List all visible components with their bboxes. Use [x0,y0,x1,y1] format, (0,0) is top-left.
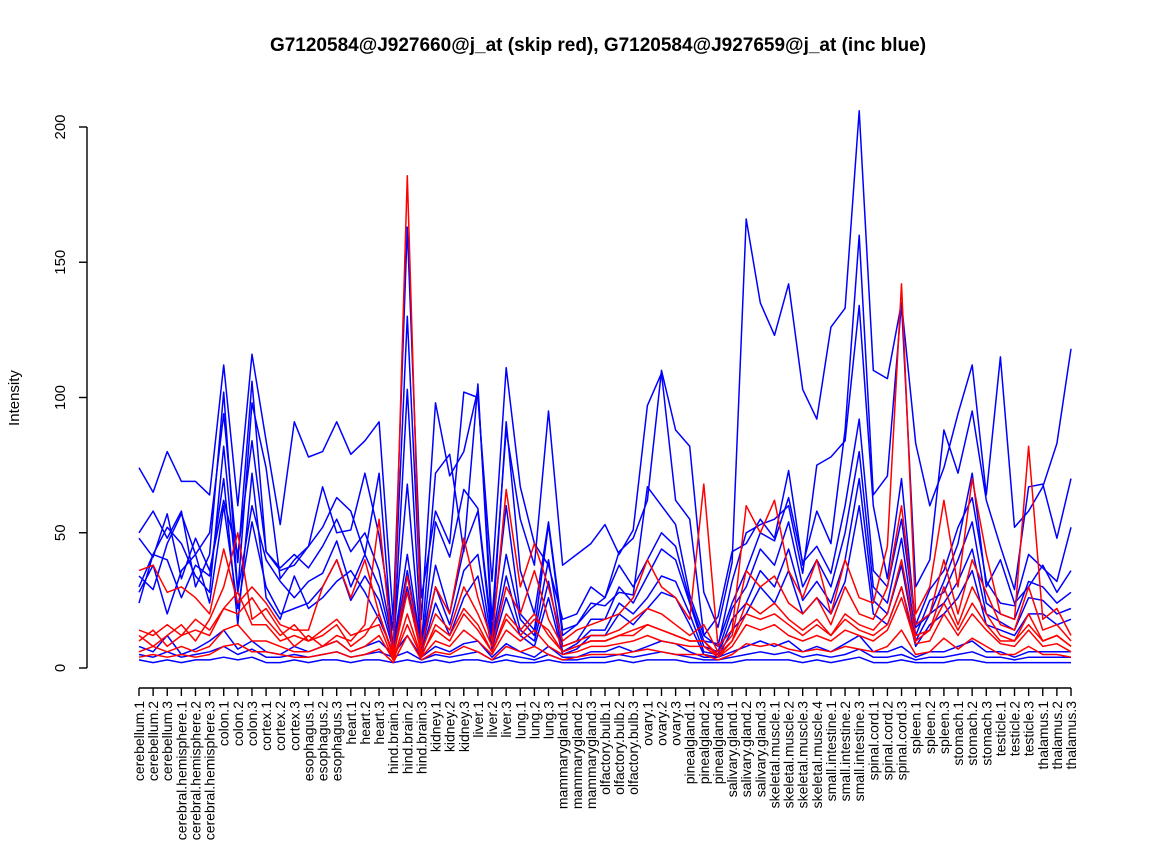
x-tick-label: heart.1 [343,701,359,745]
y-tick-label: 150 [52,250,69,275]
x-tick-label: cerebral.hemisphere.2 [187,701,203,841]
x-tick-label: cortex.1 [258,701,274,751]
x-tick-label: esophagus.1 [300,701,316,781]
x-tick-label: spinal.cord.2 [879,701,895,781]
x-tick-label: salivary.gland.3 [752,701,768,797]
x-tick-label: mammarygland.2 [569,701,585,809]
x-tick-label: lung.2 [526,701,542,739]
x-tick-label: kidney.3 [456,701,472,752]
x-tick-label: testicle.2 [1007,701,1023,756]
x-tick-label: spleen.1 [908,701,924,754]
x-tick-label: spinal.cord.3 [894,701,910,781]
x-tick-label: ovary.2 [653,701,669,746]
x-tick-label: esophagus.3 [329,701,345,781]
x-tick-label: esophagus.2 [315,701,331,781]
x-axis: cerebellum.1cerebellum.2cerebellum.3cere… [131,687,1079,841]
x-tick-label: salivary.gland.2 [738,701,754,797]
x-tick-label: skeletal.muscle.2 [781,701,797,809]
skip-series-line-11 [138,174,1072,656]
skip-series-line-15 [138,629,1072,664]
x-tick-label: colon.2 [230,701,246,746]
x-tick-label: colon.3 [244,701,260,746]
y-tick-label: 0 [52,664,69,672]
x-tick-label: small.intestine.1 [823,701,839,802]
x-tick-label: spleen.3 [936,701,952,754]
skip-series-line-14 [138,596,1072,661]
y-tick-label: 200 [52,114,69,139]
x-tick-label: kidney.1 [428,701,444,752]
x-tick-label: testicle.1 [992,701,1008,756]
y-tick-label: 50 [52,524,69,541]
x-tick-label: liver.1 [470,701,486,738]
x-tick-label: liver.2 [484,701,500,738]
x-tick-label: cerebellum.2 [145,701,161,781]
x-tick-label: mammarygland.1 [555,701,571,809]
x-tick-label: heart.2 [357,701,373,745]
x-tick-label: spleen.2 [922,701,938,754]
x-tick-label: lung.3 [541,701,557,739]
x-tick-label: heart.3 [371,701,387,745]
x-tick-label: cerebral.hemisphere.1 [173,701,189,841]
x-tick-label: stomach.3 [978,701,994,766]
y-tick-label: 100 [52,385,69,410]
x-tick-label: testicle.3 [1021,701,1037,756]
x-tick-label: ovary.3 [668,701,684,746]
x-tick-label: thalamus.2 [1049,701,1065,770]
x-tick-label: cerebellum.1 [131,701,147,781]
x-tick-label: stomach.2 [964,701,980,766]
x-tick-label: cerebral.hemisphere.3 [202,701,218,841]
x-tick-label: olfactory.bulb.3 [625,701,641,795]
x-tick-label: hind.brain.1 [385,701,401,774]
x-tick-label: skeletal.muscle.3 [795,701,811,809]
skip-series-line-12 [138,504,1072,658]
x-tick-label: hind.brain.3 [413,701,429,774]
x-tick-label: olfactory.bulb.1 [597,701,613,795]
x-tick-label: pinealgland.1 [682,701,698,785]
x-tick-label: cortex.3 [286,701,302,751]
x-tick-label: cortex.2 [272,701,288,751]
inc-series-line-9 [138,656,1071,664]
series-layer [138,110,1072,664]
x-tick-label: skeletal.muscle.1 [766,701,782,809]
x-tick-label: stomach.1 [950,701,966,766]
chart-title: G7120584@J927660@j_at (skip red), G71205… [270,35,926,56]
x-tick-label: colon.1 [216,701,232,746]
x-tick-label: liver.3 [498,701,514,738]
x-tick-label: spinal.cord.1 [865,701,881,781]
x-tick-label: ovary.1 [639,701,655,746]
x-tick-label: lung.1 [512,701,528,739]
skip-series-line-16 [138,586,1072,661]
x-tick-label: olfactory.bulb.2 [611,701,627,795]
y-axis: 0 50 100 150 200 [52,114,88,672]
x-tick-label: pinealgland.3 [710,701,726,785]
x-tick-label: kidney.2 [442,701,458,752]
x-tick-label: small.intestine.3 [851,701,867,802]
inc-series-line-3 [138,304,1072,653]
x-tick-label: small.intestine.2 [837,701,853,802]
x-tick-label: pinealgland.2 [696,701,712,785]
y-axis-label: Intensity [6,370,23,426]
inc-series-line-8 [138,645,1071,661]
x-tick-label: thalamus.3 [1063,701,1079,770]
x-tick-label: thalamus.1 [1035,701,1051,770]
inc-series-line-2 [138,234,1072,637]
x-tick-label: skeletal.muscle.4 [809,701,825,809]
x-tick-label: cerebellum.3 [159,701,175,781]
x-tick-label: mammarygland.3 [583,701,599,809]
x-tick-label: salivary.gland.1 [724,701,740,797]
x-tick-label: hind.brain.2 [399,701,415,774]
